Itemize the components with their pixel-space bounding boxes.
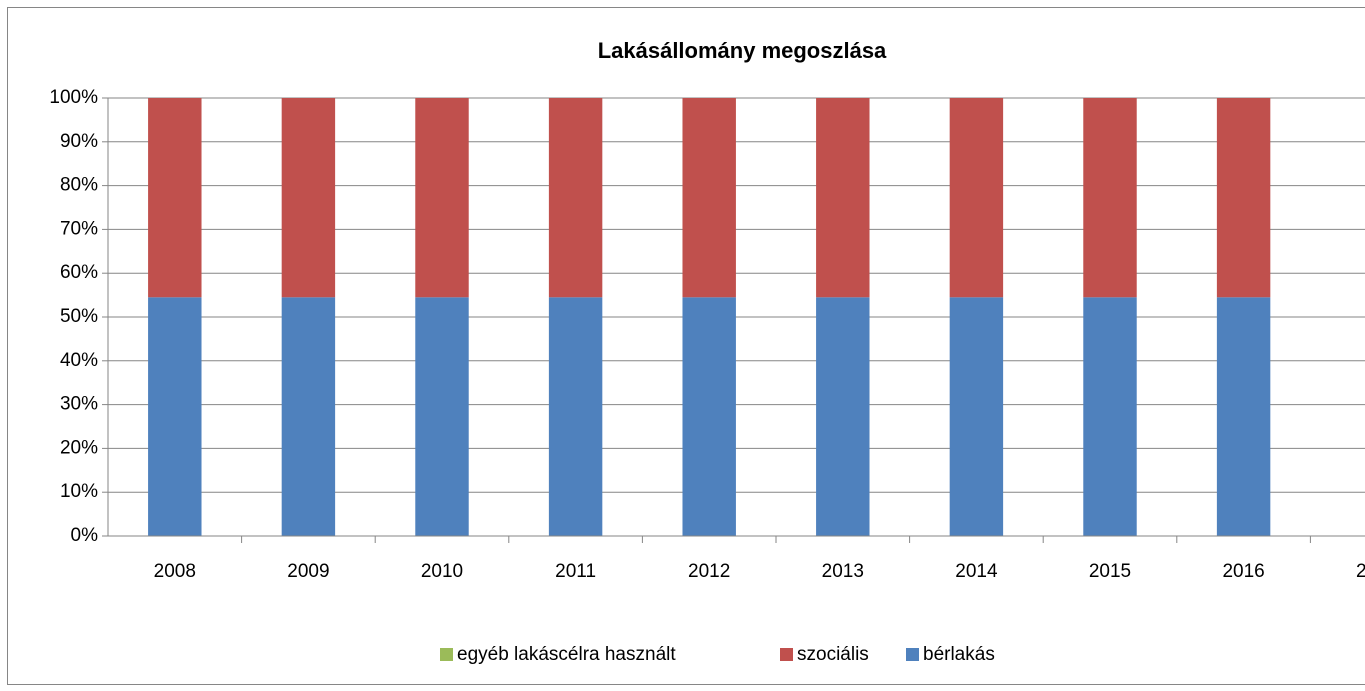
y-tick-label: 20% — [60, 437, 98, 458]
x-tick-label: 2011 — [555, 561, 596, 582]
legend-label: egyéb lakáscélra használt — [457, 644, 676, 665]
y-tick-label: 80% — [60, 175, 98, 196]
y-tick-label: 90% — [60, 131, 98, 152]
bar-segment — [148, 98, 202, 298]
y-tick-label: 0% — [71, 525, 99, 546]
chart-title: Lakásállomány megoszlása — [598, 38, 887, 63]
y-tick-label: 30% — [60, 394, 98, 415]
x-tick-label: 2017 — [1356, 561, 1365, 582]
y-tick-label: 40% — [60, 350, 98, 371]
legend-label: szociális — [797, 644, 869, 665]
bar-segment — [148, 297, 202, 536]
x-tick-label: 2014 — [955, 561, 998, 582]
bar-segment — [816, 297, 870, 536]
bar-segment — [1216, 297, 1271, 536]
y-tick-label: 50% — [60, 306, 98, 327]
bar-segment — [1083, 297, 1137, 536]
bar-segment — [548, 297, 603, 536]
x-tick-label: 2010 — [421, 561, 463, 582]
bar-segment — [415, 98, 469, 298]
x-tick-label: 2012 — [688, 561, 730, 582]
bar-segment — [682, 297, 736, 536]
bar-segment — [281, 98, 336, 298]
bar-segment — [548, 98, 603, 298]
bar-segment — [949, 98, 1004, 298]
legend-swatch — [780, 648, 793, 661]
x-tick-label: 2013 — [822, 561, 864, 582]
x-tick-label: 2015 — [1089, 561, 1131, 582]
y-tick-label: 100% — [49, 87, 98, 108]
legend-swatch — [440, 648, 453, 661]
bar-segment — [1216, 98, 1271, 298]
bar-segment — [415, 297, 469, 536]
bar-segment — [1083, 98, 1137, 298]
x-tick-label: 2016 — [1222, 561, 1264, 582]
legend-swatch — [906, 648, 919, 661]
bar-segment — [816, 98, 870, 298]
x-tick-label: 2009 — [287, 561, 329, 582]
bar-segment — [281, 297, 336, 536]
bar-segment — [949, 297, 1004, 536]
bar-segment — [682, 98, 736, 298]
y-tick-label: 10% — [60, 481, 98, 502]
x-tick-label: 2008 — [154, 561, 196, 582]
y-tick-label: 60% — [60, 262, 98, 283]
legend-label: bérlakás — [923, 644, 995, 665]
y-tick-label: 70% — [60, 218, 98, 239]
